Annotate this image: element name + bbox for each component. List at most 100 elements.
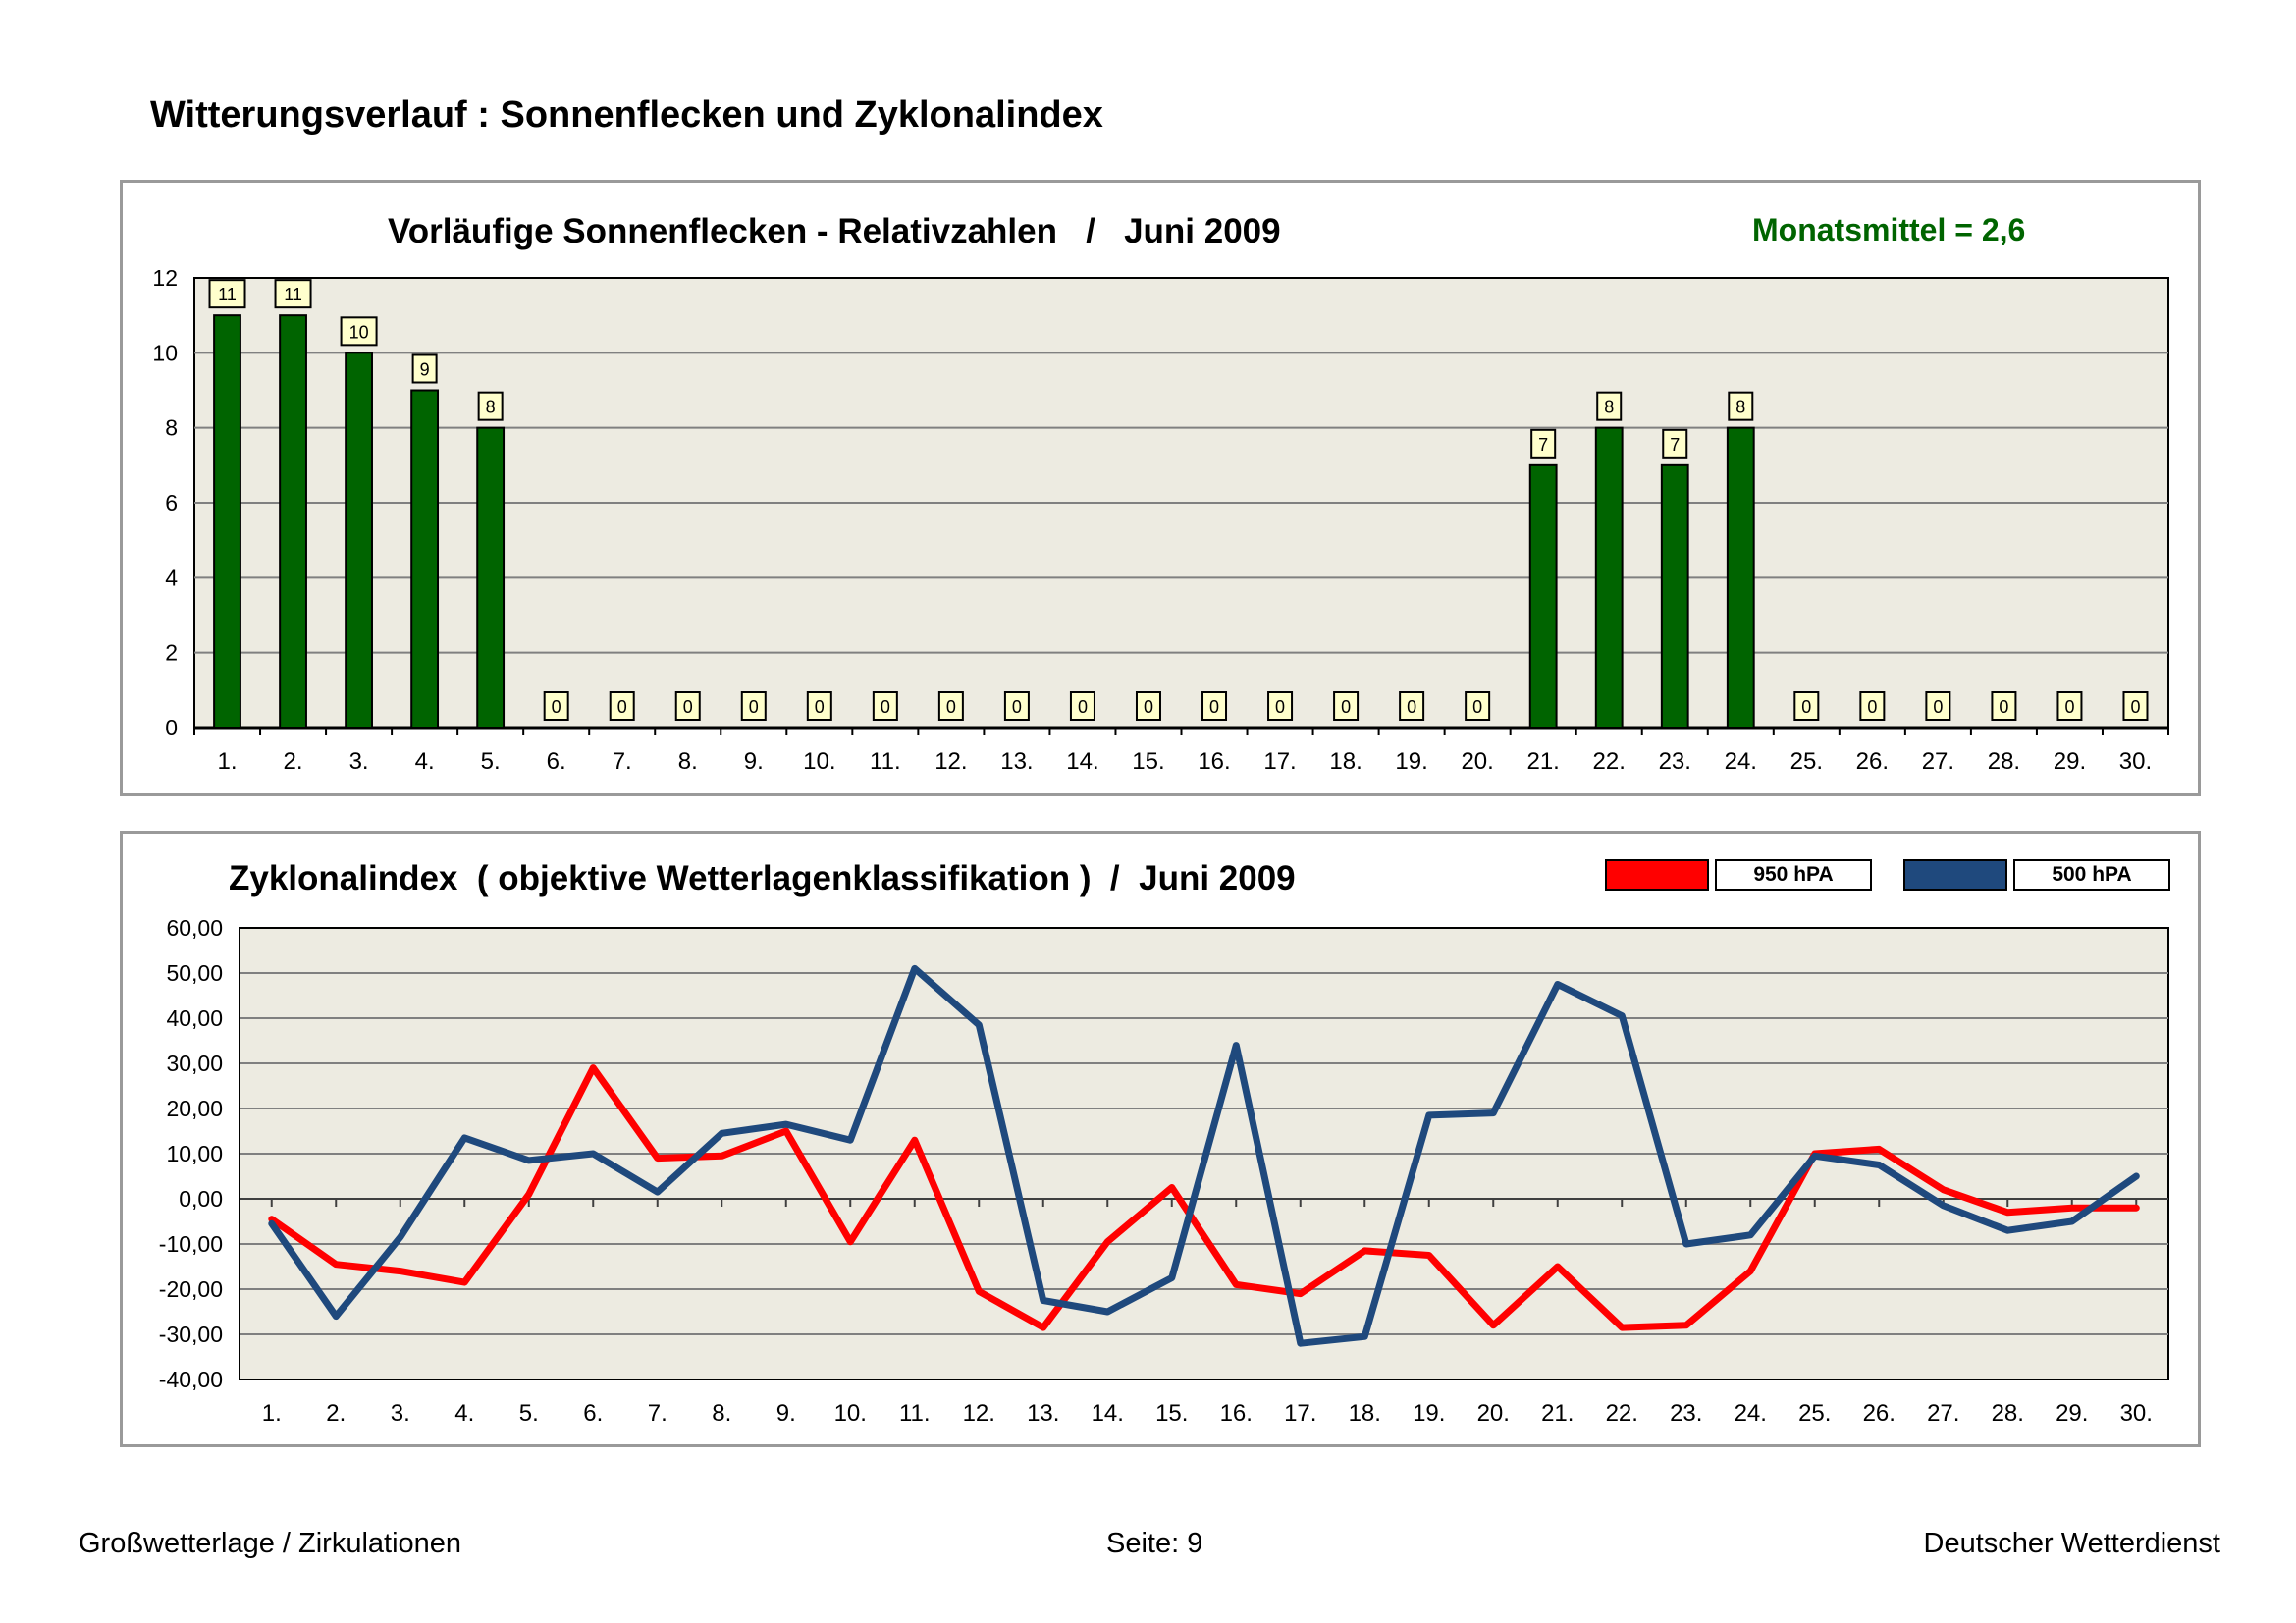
- x-tick-label: 24.: [1735, 1400, 1767, 1427]
- cyclonal-index-chart-panel: -40,00 -30,00 -20,00 -10,00 0,00 10,00 20,00 30…: [120, 831, 2201, 1447]
- x-tick-label: 16.: [1220, 1400, 1253, 1427]
- data-label-box: [1003, 691, 1030, 721]
- data-label-box: [1267, 691, 1294, 721]
- x-tick-label: 3.: [391, 1400, 410, 1427]
- y-tick-label: 20,00: [166, 1096, 223, 1121]
- y-tick-label: 30,00: [166, 1051, 223, 1076]
- y-tick-label: 12: [152, 265, 178, 291]
- x-tick-label: 15.: [1155, 1400, 1188, 1427]
- data-label-box: [674, 691, 701, 721]
- data-label: 10: [349, 322, 369, 342]
- footer-publisher: Deutscher Wetterdienst: [1923, 1528, 2221, 1559]
- x-tick-label: 2.: [284, 748, 303, 775]
- x-tick-label: 29.: [2054, 748, 2086, 775]
- x-tick-label: 4.: [415, 748, 435, 775]
- data-label: 0: [1078, 697, 1088, 717]
- data-label-box: [1991, 691, 2017, 721]
- footer-section-name: Großwetterlage / Zirkulationen: [79, 1528, 462, 1559]
- bar: [410, 389, 440, 729]
- data-label: 0: [2130, 697, 2140, 717]
- data-label-box: [1399, 691, 1425, 721]
- data-label-box: [411, 353, 438, 384]
- y-tick-label: -10,00: [159, 1231, 223, 1257]
- series-line-950hpa: [268, 1064, 2140, 1331]
- data-label: 7: [1670, 435, 1680, 455]
- legend-label-950hpa: 950 hPA: [1715, 859, 1872, 891]
- data-label: 0: [683, 697, 693, 717]
- data-label: 0: [946, 697, 956, 717]
- data-label: 0: [1407, 697, 1416, 717]
- x-tick-label: 17.: [1284, 1400, 1316, 1427]
- data-label: 9: [420, 360, 430, 380]
- bar: [279, 314, 307, 730]
- data-label-box: [1859, 691, 1886, 721]
- data-label: 0: [1144, 697, 1153, 717]
- x-tick-label: 27.: [1927, 1400, 1959, 1427]
- y-tick-label: -30,00: [159, 1322, 223, 1347]
- x-tick-label: 17.: [1263, 748, 1296, 775]
- x-tick-label: 1.: [218, 748, 238, 775]
- data-label: 7: [1538, 435, 1548, 455]
- data-label: 0: [552, 697, 561, 717]
- x-tick-label: 25.: [1798, 1400, 1831, 1427]
- x-tick-label: 25.: [1790, 748, 1823, 775]
- x-tick-label: 22.: [1593, 748, 1626, 775]
- data-label: 8: [486, 398, 496, 417]
- bar: [1594, 426, 1624, 730]
- bar: [1660, 463, 1689, 729]
- x-tick-label: 7.: [613, 748, 632, 775]
- x-tick-label: 13.: [1027, 1400, 1059, 1427]
- data-label: 0: [1933, 697, 1943, 717]
- data-label: 8: [1735, 398, 1745, 417]
- x-tick-label: 15.: [1132, 748, 1164, 775]
- data-label: 0: [1472, 697, 1482, 717]
- bar: [345, 352, 373, 729]
- x-tick-label: 9.: [744, 748, 764, 775]
- y-tick-label: 10: [152, 340, 178, 365]
- x-tick-label: 8.: [678, 748, 698, 775]
- data-label: 0: [881, 697, 890, 717]
- x-tick-label: 14.: [1066, 748, 1098, 775]
- x-tick-label: 10.: [803, 748, 835, 775]
- data-label-box: [208, 279, 246, 309]
- y-tick-label: 60,00: [166, 915, 223, 941]
- x-tick-label: 19.: [1395, 748, 1427, 775]
- data-label-box: [806, 691, 832, 721]
- data-label-box: [1069, 691, 1095, 721]
- x-tick-label: 20.: [1461, 748, 1493, 775]
- x-tick-label: 23.: [1659, 748, 1691, 775]
- x-tick-label: 21.: [1526, 748, 1559, 775]
- x-tick-label: 23.: [1670, 1400, 1702, 1427]
- data-label-box: [477, 391, 504, 421]
- data-label-box: [2122, 691, 2149, 721]
- x-tick-label: 5.: [519, 1400, 539, 1427]
- legend-label-500hpa: 500 hPA: [2013, 859, 2170, 891]
- y-tick-label: 8: [165, 415, 178, 441]
- data-label-box: [2056, 691, 2083, 721]
- cyclonal-index-line-chart: -40,00 -30,00 -20,00 -10,00 0,00 10,00 20,00 30…: [159, 915, 2169, 1427]
- x-tick-label: 2.: [326, 1400, 346, 1427]
- y-tick-label: 0: [165, 715, 178, 740]
- x-tick-label: 11.: [899, 1400, 931, 1427]
- data-label-box: [1465, 691, 1491, 721]
- x-tick-label: 6.: [547, 748, 566, 775]
- data-label: 8: [1604, 398, 1614, 417]
- data-label-box: [740, 691, 767, 721]
- data-label-box: [609, 691, 635, 721]
- y-tick-label: 50,00: [166, 960, 223, 986]
- bar: [476, 426, 506, 730]
- y-tick-label: 2: [165, 640, 178, 666]
- data-label-box: [1135, 691, 1161, 721]
- x-tick-label: 27.: [1922, 748, 1954, 775]
- x-tick-label: 1.: [262, 1400, 282, 1427]
- legend-swatch-950hpa: [1605, 859, 1709, 891]
- data-label-box: [1662, 428, 1688, 459]
- data-label-box: [1925, 691, 1951, 721]
- data-label: 0: [1209, 697, 1219, 717]
- x-tick-label: 22.: [1606, 1400, 1638, 1427]
- x-tick-label: 3.: [349, 748, 369, 775]
- y-tick-label: 0,00: [179, 1186, 223, 1212]
- sunspot-bar-chart: 0 2 4 6 8 10 12 11 1. 11 2. 10 3. 9 4. 8 5. 0 6. 0 7. 0 8. 0 9. 0…: [152, 265, 2169, 775]
- page-title: Witterungsverlauf : Sonnenflecken und Zy…: [150, 94, 1103, 135]
- sunspot-chart-title: Vorläufige Sonnenflecken - Relativzahlen…: [388, 212, 1281, 250]
